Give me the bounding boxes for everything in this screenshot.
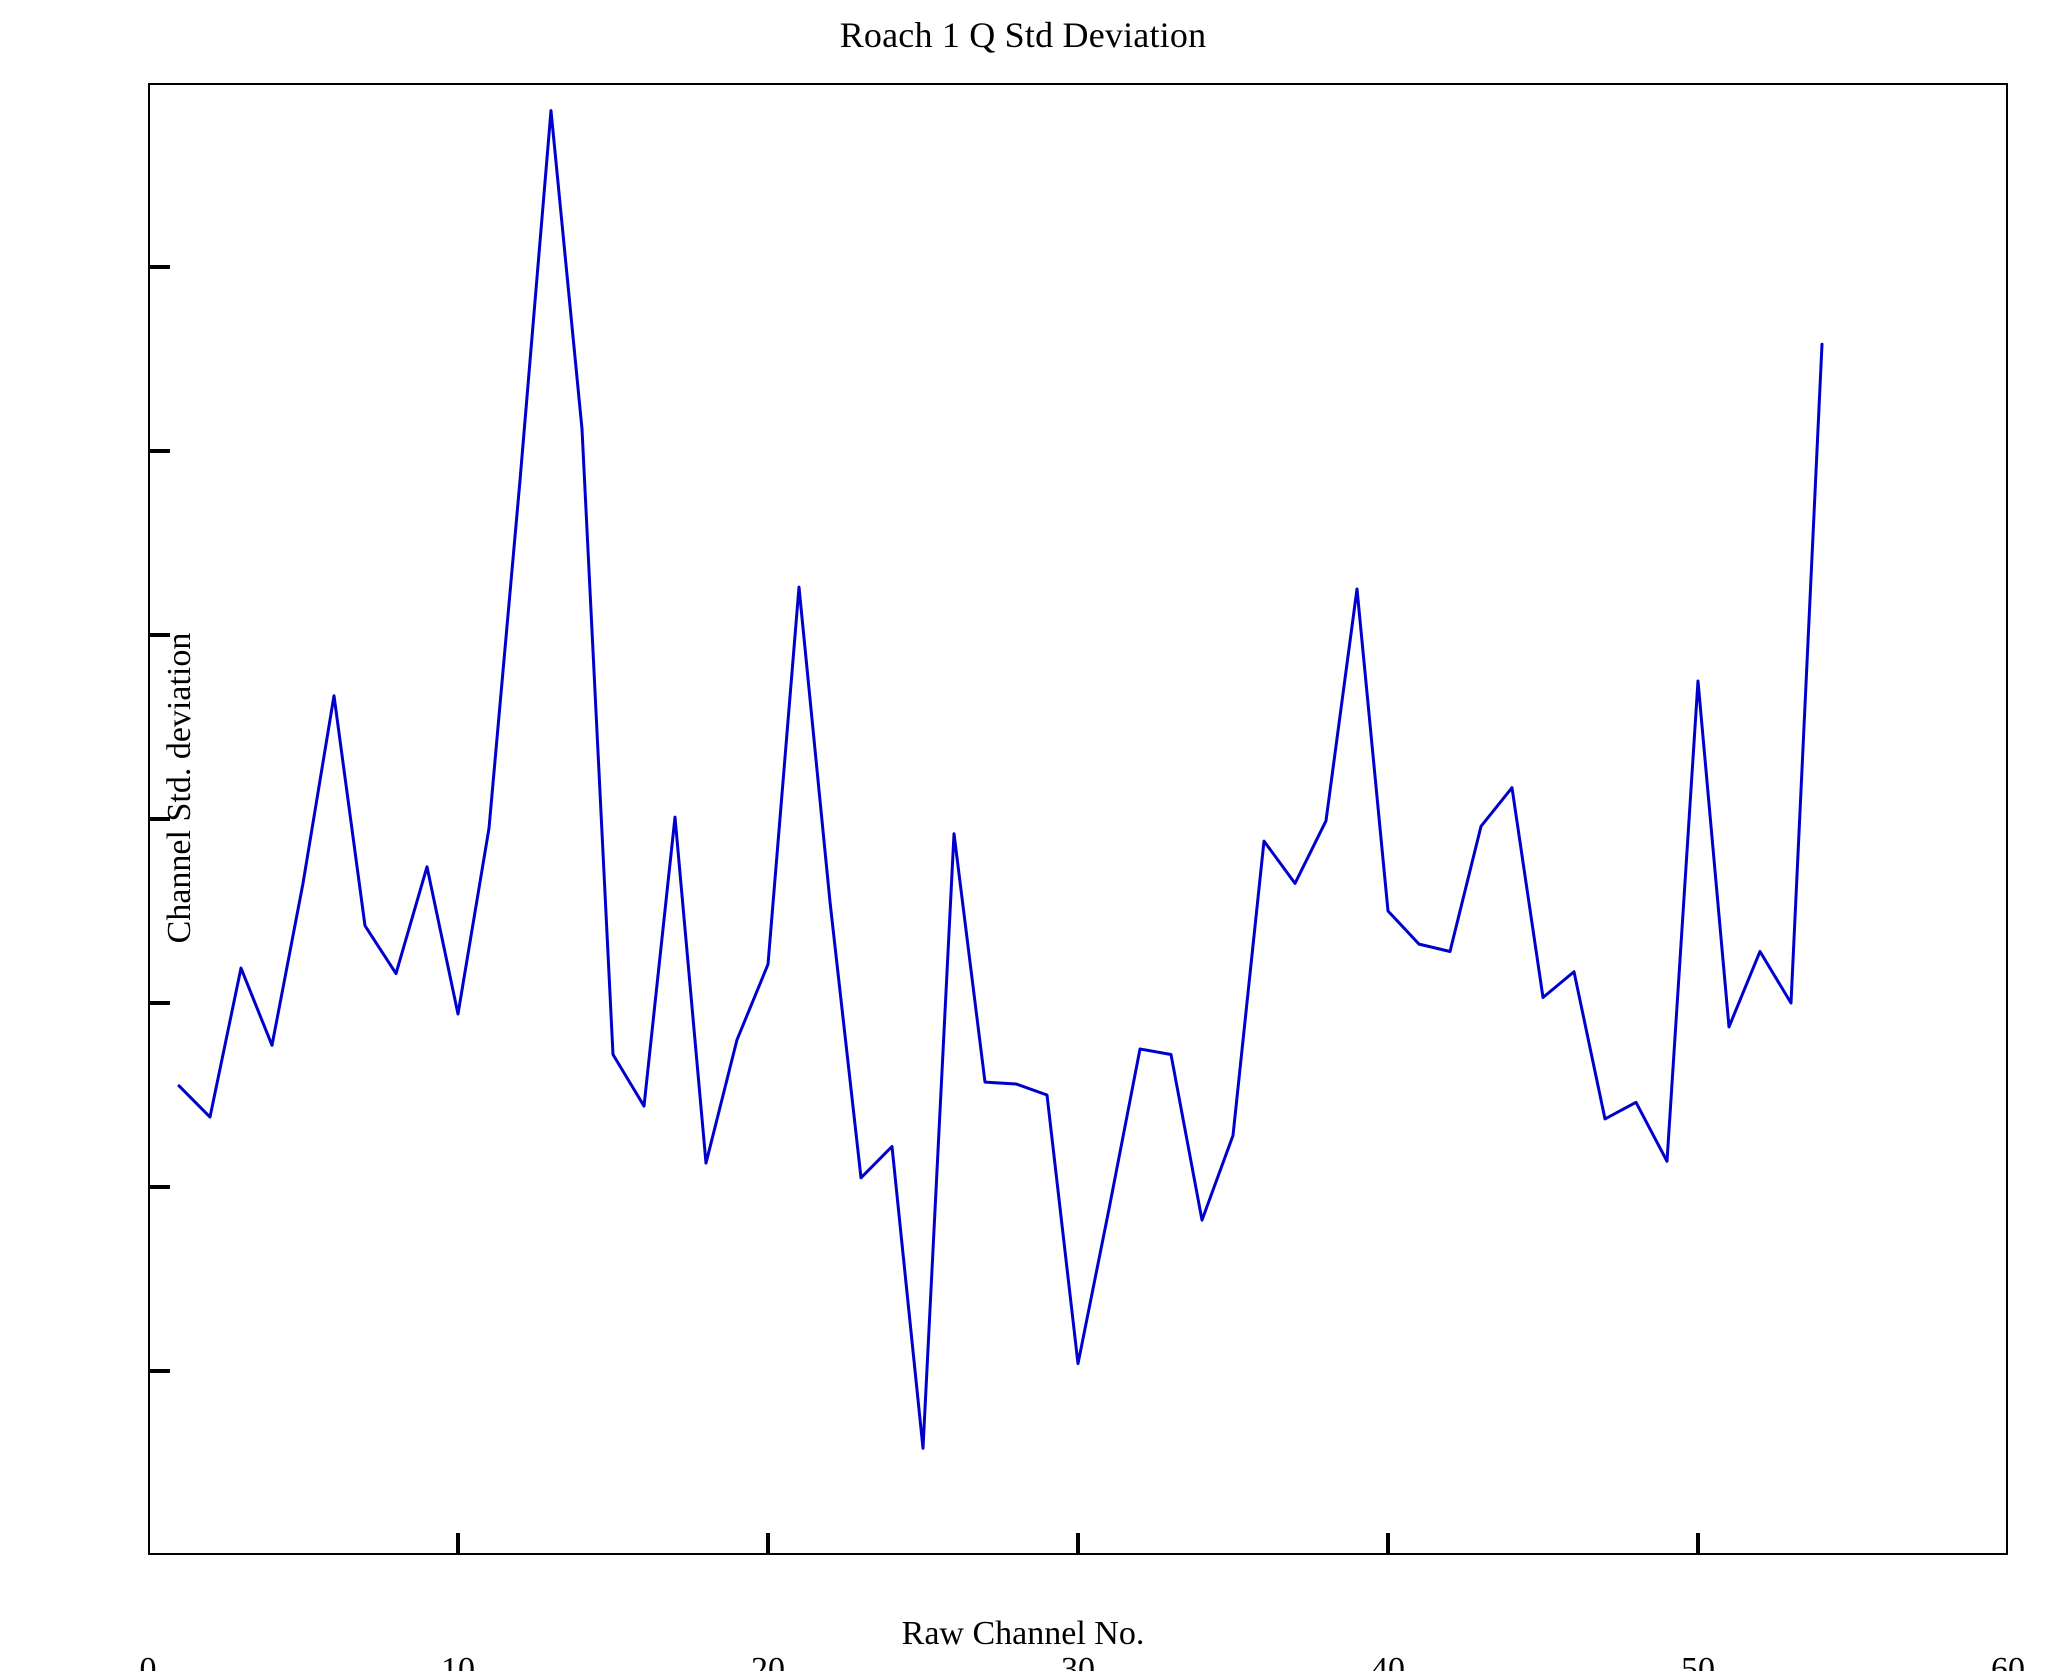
x-tick-label: 30	[1061, 1651, 1095, 1671]
plot-frame	[148, 83, 2008, 1555]
page-title: Roach 1 Q Std Deviation	[839, 15, 1207, 55]
x-tick-label: 0	[139, 1651, 157, 1671]
x-axis-ticks	[456, 1533, 1700, 1555]
x-tick-label: 50	[1681, 1651, 1715, 1671]
x-axis-title: Raw Channel No.	[901, 1615, 1145, 1652]
x-tick-label: 60	[1991, 1651, 2025, 1671]
x-tick-label: 40	[1371, 1651, 1405, 1671]
plot-svg	[148, 83, 2008, 1555]
data-series-line	[177, 109, 1824, 1450]
y-axis-ticks	[148, 265, 170, 1373]
y-axis-title: Channel Std. deviation	[161, 632, 198, 944]
x-tick-label: 10	[441, 1651, 475, 1671]
x-tick-label: 20	[751, 1651, 785, 1671]
